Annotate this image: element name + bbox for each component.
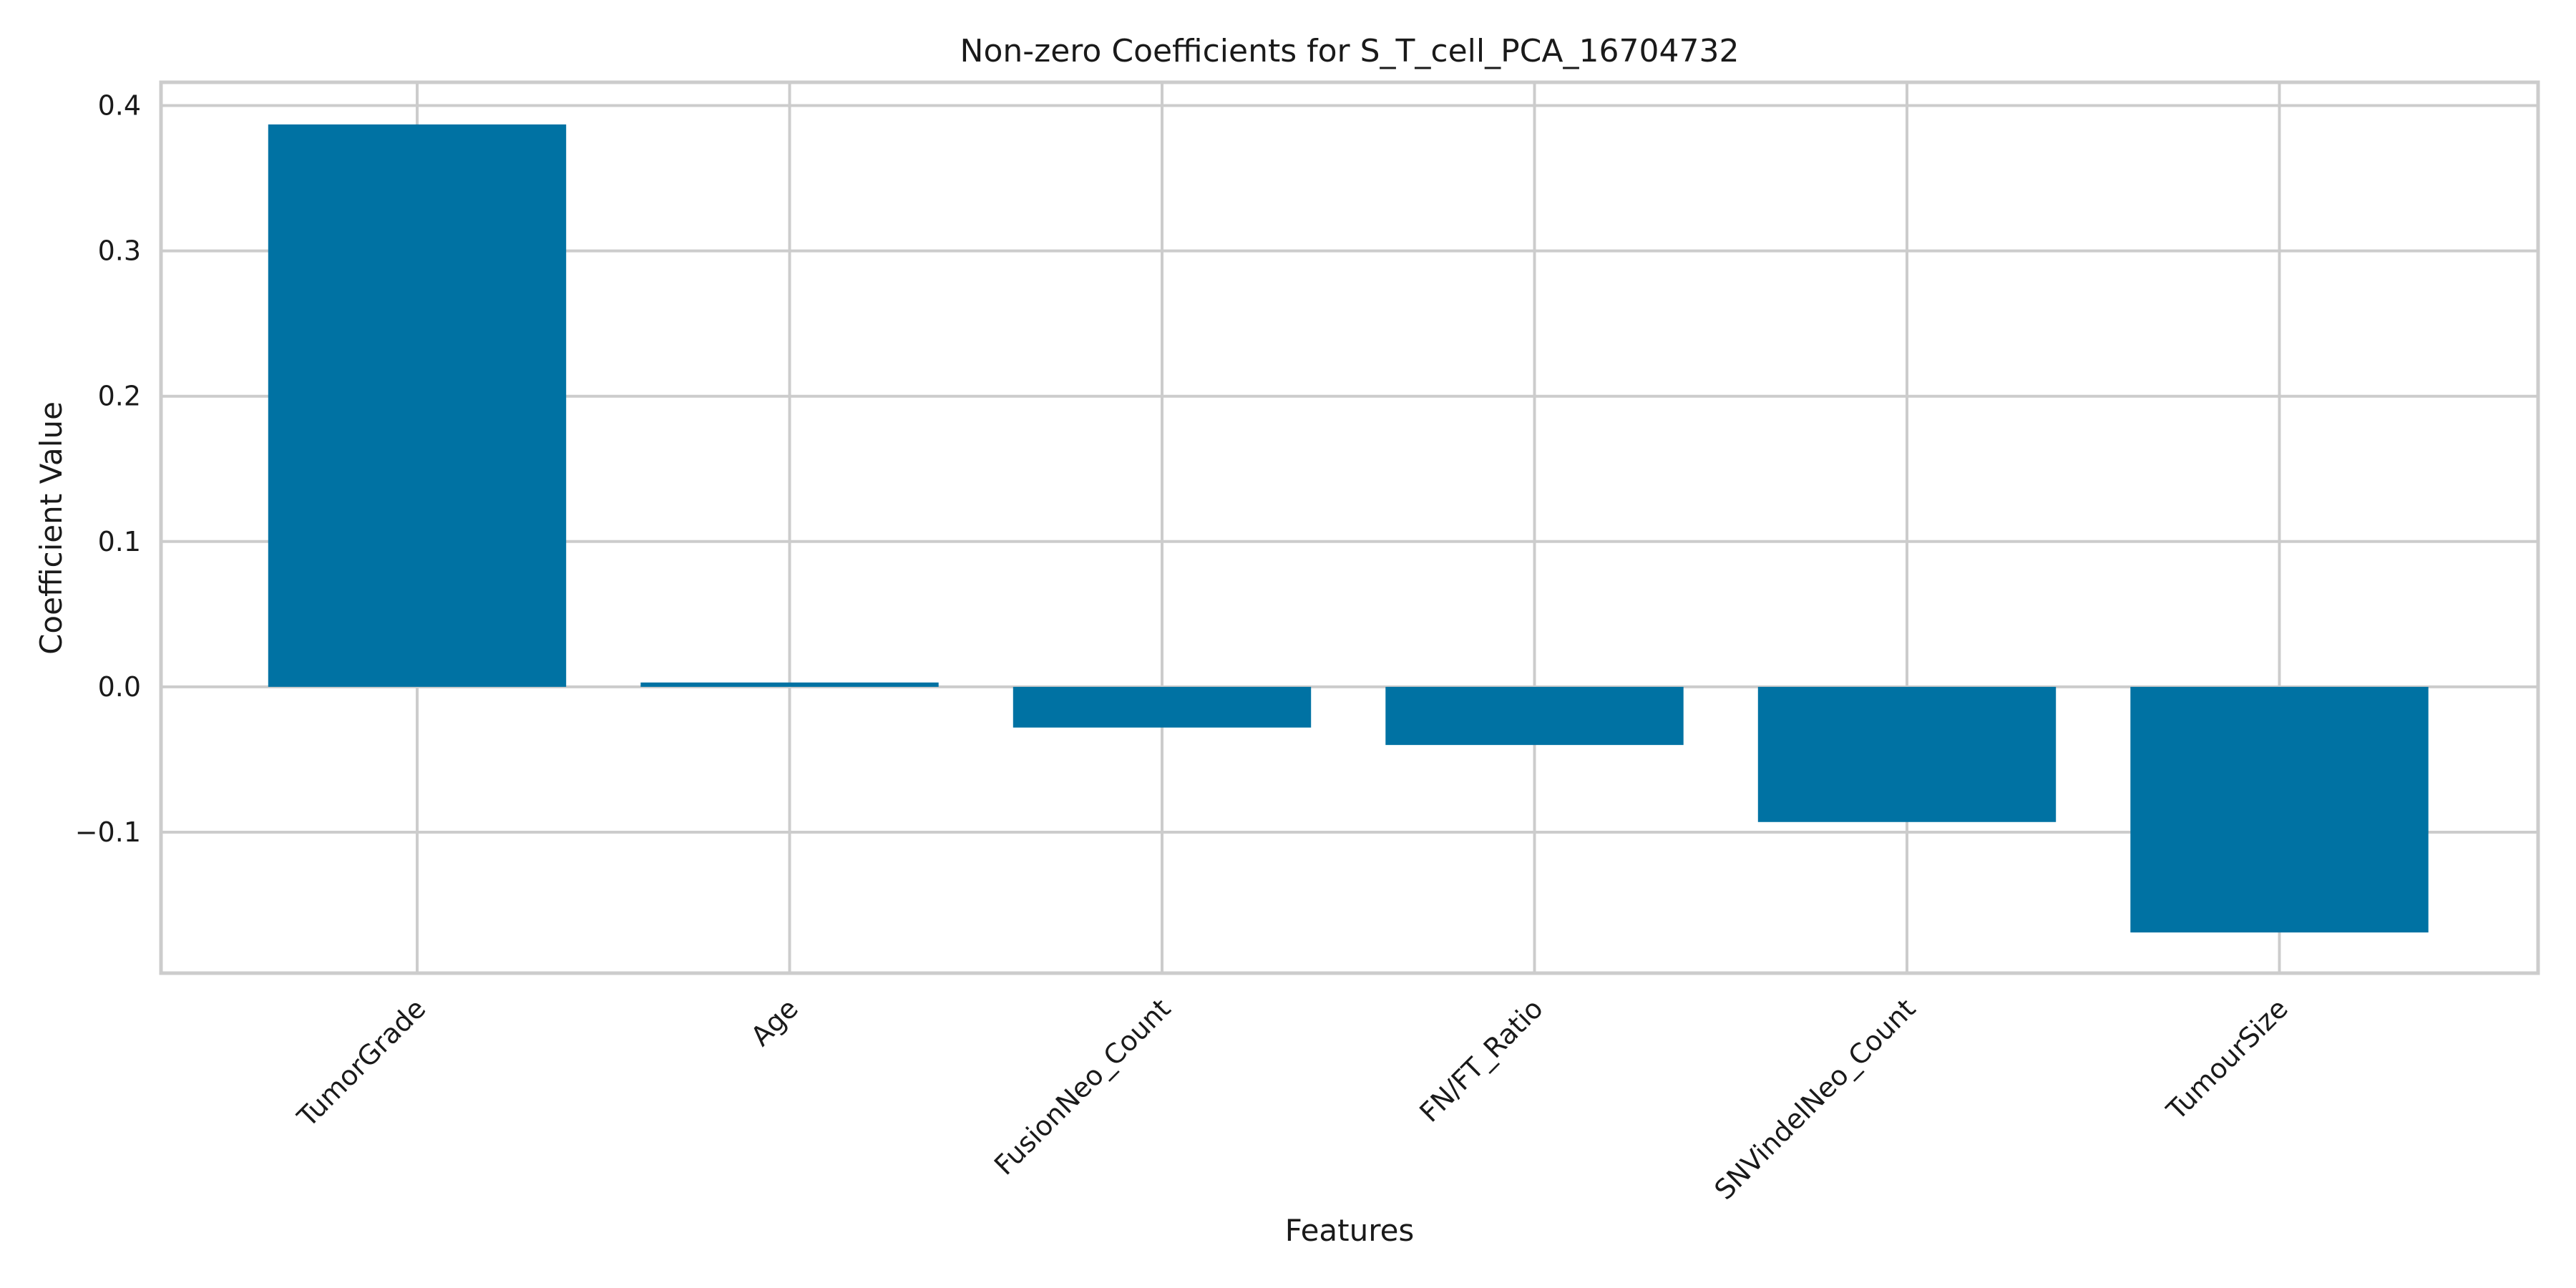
y-tick-label: 0.0 [98,671,141,703]
x-tick-label: TumourSize [2160,992,2294,1126]
chart-title: Non-zero Coefficients for S_T_cell_PCA_1… [960,33,1740,69]
y-tick-label: −0.1 [75,816,141,848]
plot-frame [159,80,2540,975]
x-tick-labels: TumorGrade Age FusionNeo_Count FN/FT_Ratio S… [291,992,2294,1206]
bar-tumorgrade [268,124,567,687]
bar-layer [268,124,2429,933]
bar-age [640,682,939,687]
x-tick-label: FusionNeo_Count [988,992,1176,1181]
x-tick-label: SNVindelNeo_Count [1708,992,1921,1206]
bar-fusionneo-count [1013,686,1312,728]
bar-tumoursize [2130,686,2429,933]
y-tick-label: 0.4 [98,89,141,121]
x-tick-label: FN/FT_Ratio [1413,992,1549,1128]
x-axis-label: Features [1285,1213,1415,1248]
bar-fn-ft-ratio [1385,686,1684,746]
y-axis-label: Coefficient Value [34,401,69,655]
y-tick-labels: −0.1 0.0 0.1 0.2 0.3 0.4 [75,89,141,847]
y-tick-label: 0.2 [98,381,141,412]
x-tick-label: TumorGrade [291,992,432,1133]
x-tick-label: Age [745,992,804,1052]
y-tick-label: 0.1 [98,526,141,557]
y-tick-label: 0.3 [98,235,141,267]
bar-snvindelneo-count [1757,686,2057,822]
